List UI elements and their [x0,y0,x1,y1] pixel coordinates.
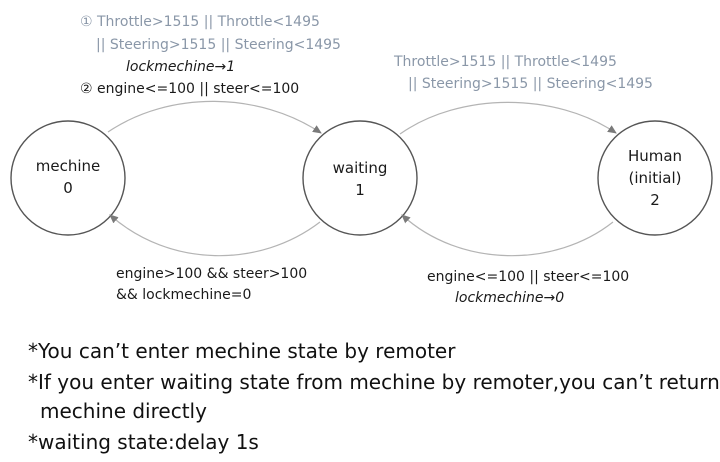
arrow-waiting-to-mechine [109,214,321,257]
mechine-to-waiting-cond1-action: lockmechine→1 [126,59,236,75]
state-mechine-name: mechine [35,157,101,175]
state-waiting-id: 1 [355,181,365,199]
note-return-line2: mechine directly [40,399,207,423]
waiting-to-mechine-line1: engine>100 && steer>100 [116,266,308,282]
state-mechine-label: mechine 0 [18,155,118,199]
human-to-waiting-line1: engine<=100 || steer<=100 [427,269,630,285]
state-waiting-name: waiting [332,159,388,177]
state-human-sub: (initial) [628,169,682,187]
state-circle-human [597,120,713,236]
arrow-waiting-to-human [399,101,617,135]
mechine-to-waiting-cond1-line1: ① Throttle>1515 || Throttle<1495 [80,14,320,30]
state-mechine-id: 0 [63,179,73,197]
state-waiting-label: waiting 1 [310,157,410,201]
note-return-line1: *If you enter waiting state from mechine… [28,370,720,394]
waiting-to-human-line1: Throttle>1515 || Throttle<1495 [394,54,617,70]
waiting-to-human-line2: || Steering>1515 || Steering<1495 [408,76,653,92]
mechine-to-waiting-cond2: ② engine<=100 || steer<=100 [80,81,300,97]
state-circle-mechine [10,120,126,236]
note-delay: *waiting state:delay 1s [28,430,259,454]
state-human-id: 2 [650,191,660,209]
state-human-label: Human (initial) 2 [605,145,705,211]
mechine-to-waiting-cond1-line2: || Steering>1515 || Steering<1495 [96,37,341,53]
arrow-mechine-to-waiting [107,100,322,134]
state-human-name: Human [627,147,683,165]
arrow-human-to-waiting [401,214,614,257]
note-remoter: *You can’t enter mechine state by remote… [28,339,456,363]
waiting-to-mechine-line2: && lockmechine=0 [116,287,252,303]
human-to-waiting-action: lockmechine→0 [455,290,565,306]
state-circle-waiting [302,120,418,236]
